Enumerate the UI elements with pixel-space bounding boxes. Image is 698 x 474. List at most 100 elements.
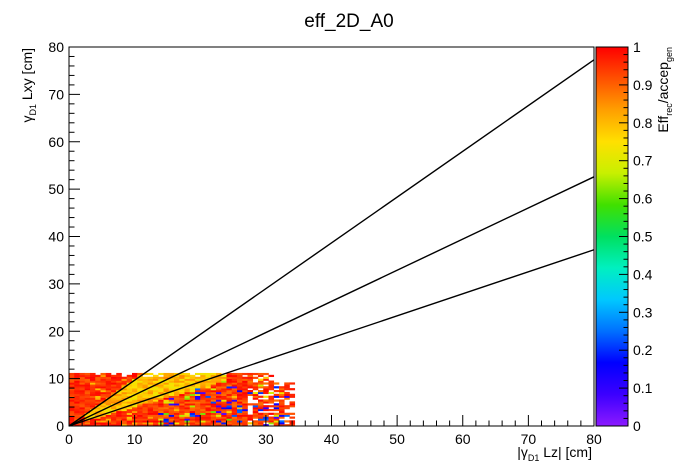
heatmap-cell: [100, 416, 107, 419]
heatmap-cell: [132, 391, 138, 395]
heatmap-cell: [84, 405, 91, 408]
heatmap-cell: [279, 401, 285, 404]
heatmap-cell: [111, 401, 117, 404]
heatmap-cell: [205, 403, 212, 406]
heatmap-cell: [79, 393, 86, 396]
heatmap-cell: [168, 372, 175, 376]
heatmap-cell: [100, 388, 107, 391]
heatmap-cell: [116, 391, 122, 395]
heatmap-cell: [163, 393, 170, 396]
heatmap-cell: [137, 405, 143, 408]
heatmap-cell: [100, 405, 107, 408]
heatmap-cell: [237, 380, 243, 383]
heatmap-cell: [163, 397, 170, 400]
heatmap-cell: [200, 386, 206, 389]
heatmap-cell: [100, 414, 107, 417]
heatmap-cell: [210, 408, 217, 412]
heatmap-cell: [195, 380, 201, 383]
heatmap-cell: [258, 418, 264, 421]
fit-line-middle: [68, 176, 595, 427]
heatmap-cell: [116, 420, 122, 423]
heatmap-cell: [74, 393, 80, 396]
heatmap-cell: [242, 388, 248, 391]
heatmap-cell: [221, 416, 227, 419]
z-tick-label: 0.4: [633, 266, 653, 282]
heatmap-cell: [84, 422, 91, 425]
heatmap-cell: [258, 382, 264, 385]
x-tick-label: 50: [389, 431, 405, 447]
heatmap-cell: [153, 403, 159, 406]
heatmap-cell: [153, 420, 159, 423]
heatmap-cell: [242, 395, 248, 398]
heatmap-cell: [163, 420, 170, 423]
heatmap-cell: [116, 408, 122, 412]
heatmap-cell: [90, 397, 96, 400]
heatmap-cell: [179, 386, 185, 389]
heatmap-cell: [252, 408, 259, 412]
heatmap-cell: [252, 393, 259, 396]
heatmap-cell: [221, 405, 227, 408]
heatmap-cell: [105, 378, 112, 381]
heatmap-cell: [179, 416, 185, 419]
heatmap-cell: [226, 382, 233, 385]
heatmap-cell: [132, 388, 138, 391]
heatmap-cell: [174, 403, 180, 406]
heatmap-cell: [168, 410, 175, 414]
heatmap-cell: [210, 382, 217, 385]
heatmap-cell: [221, 414, 227, 417]
heatmap-cell: [174, 412, 180, 415]
heatmap-cell: [216, 393, 222, 396]
heatmap-cell: [174, 418, 180, 421]
heatmap-cell: [216, 397, 222, 400]
heatmap-cell: [258, 416, 264, 419]
heatmap-cell: [116, 388, 122, 391]
heatmap-cell: [126, 391, 133, 395]
heatmap-cell: [268, 405, 275, 408]
heatmap-cell: [226, 372, 233, 376]
heatmap-cell: [121, 395, 128, 398]
heatmap-cell: [142, 418, 149, 421]
heatmap-cell: [189, 390, 196, 393]
heatmap-cell: [189, 412, 196, 415]
heatmap-cell: [95, 401, 101, 404]
heatmap-cell: [142, 410, 149, 414]
heatmap-cell: [189, 422, 196, 425]
heatmap-cell: [231, 395, 238, 398]
heatmap-cell: [242, 386, 248, 389]
heatmap-cell: [105, 410, 112, 414]
heatmap-cell: [168, 384, 175, 387]
heatmap-cell: [132, 382, 138, 385]
heatmap-cell: [116, 418, 122, 421]
heatmap-cell: [79, 372, 86, 376]
heatmap-cell: [200, 382, 206, 385]
heatmap-cell: [231, 386, 238, 389]
heatmap-cell: [90, 378, 96, 381]
heatmap-cell: [268, 420, 275, 423]
heatmap-cell: [147, 382, 154, 385]
heatmap-cell: [242, 412, 248, 415]
heatmap-cell: [137, 397, 143, 400]
heatmap-cell: [184, 382, 191, 385]
heatmap-cell: [252, 395, 259, 398]
heatmap-cell: [237, 401, 243, 404]
heatmap-cell: [268, 388, 275, 391]
heatmap-cell: [252, 391, 259, 395]
heatmap-cell: [163, 408, 170, 412]
heatmap-cell: [195, 376, 201, 379]
heatmap-cell: [69, 393, 75, 396]
heatmap-cell: [105, 403, 112, 406]
heatmap-cell: [189, 391, 196, 395]
heatmap-cell: [95, 382, 101, 385]
heatmap-cell: [273, 390, 280, 393]
heatmap-cell: [205, 424, 212, 427]
heatmap-cell: [231, 424, 238, 427]
heatmap-cell: [116, 382, 122, 385]
heatmap-cell: [69, 378, 75, 381]
y-tick-label: 60: [48, 134, 64, 150]
heatmap-cell: [95, 420, 101, 423]
heatmap-cell: [79, 384, 86, 387]
heatmap-cell: [284, 405, 290, 408]
heatmap-cell: [195, 395, 201, 398]
z-tick-label: 0.6: [633, 191, 653, 207]
heatmap-cell: [216, 407, 222, 410]
